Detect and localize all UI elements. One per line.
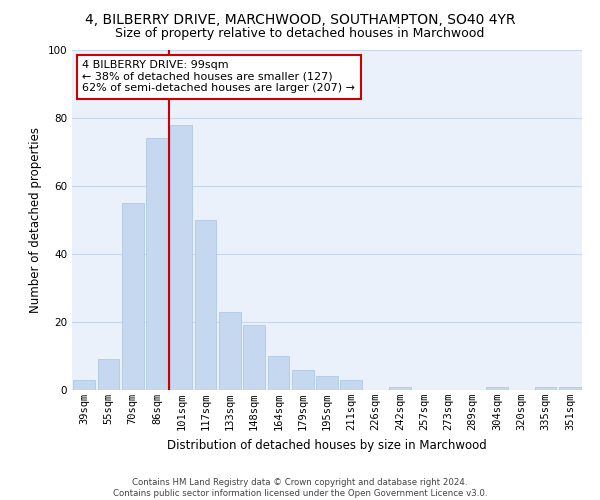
Bar xyxy=(559,386,581,390)
Bar xyxy=(316,376,338,390)
X-axis label: Distribution of detached houses by size in Marchwood: Distribution of detached houses by size … xyxy=(167,438,487,452)
Bar xyxy=(122,203,143,390)
Bar xyxy=(97,360,119,390)
Bar xyxy=(219,312,241,390)
Bar xyxy=(535,386,556,390)
Bar xyxy=(340,380,362,390)
Bar xyxy=(486,386,508,390)
Bar xyxy=(73,380,95,390)
Bar xyxy=(243,326,265,390)
Text: Contains HM Land Registry data © Crown copyright and database right 2024.
Contai: Contains HM Land Registry data © Crown c… xyxy=(113,478,487,498)
Bar xyxy=(292,370,314,390)
Bar xyxy=(194,220,217,390)
Bar xyxy=(268,356,289,390)
Text: 4, BILBERRY DRIVE, MARCHWOOD, SOUTHAMPTON, SO40 4YR: 4, BILBERRY DRIVE, MARCHWOOD, SOUTHAMPTO… xyxy=(85,12,515,26)
Bar xyxy=(170,125,192,390)
Bar xyxy=(146,138,168,390)
Bar xyxy=(389,386,411,390)
Y-axis label: Number of detached properties: Number of detached properties xyxy=(29,127,42,313)
Text: 4 BILBERRY DRIVE: 99sqm
← 38% of detached houses are smaller (127)
62% of semi-d: 4 BILBERRY DRIVE: 99sqm ← 38% of detache… xyxy=(82,60,355,94)
Text: Size of property relative to detached houses in Marchwood: Size of property relative to detached ho… xyxy=(115,28,485,40)
